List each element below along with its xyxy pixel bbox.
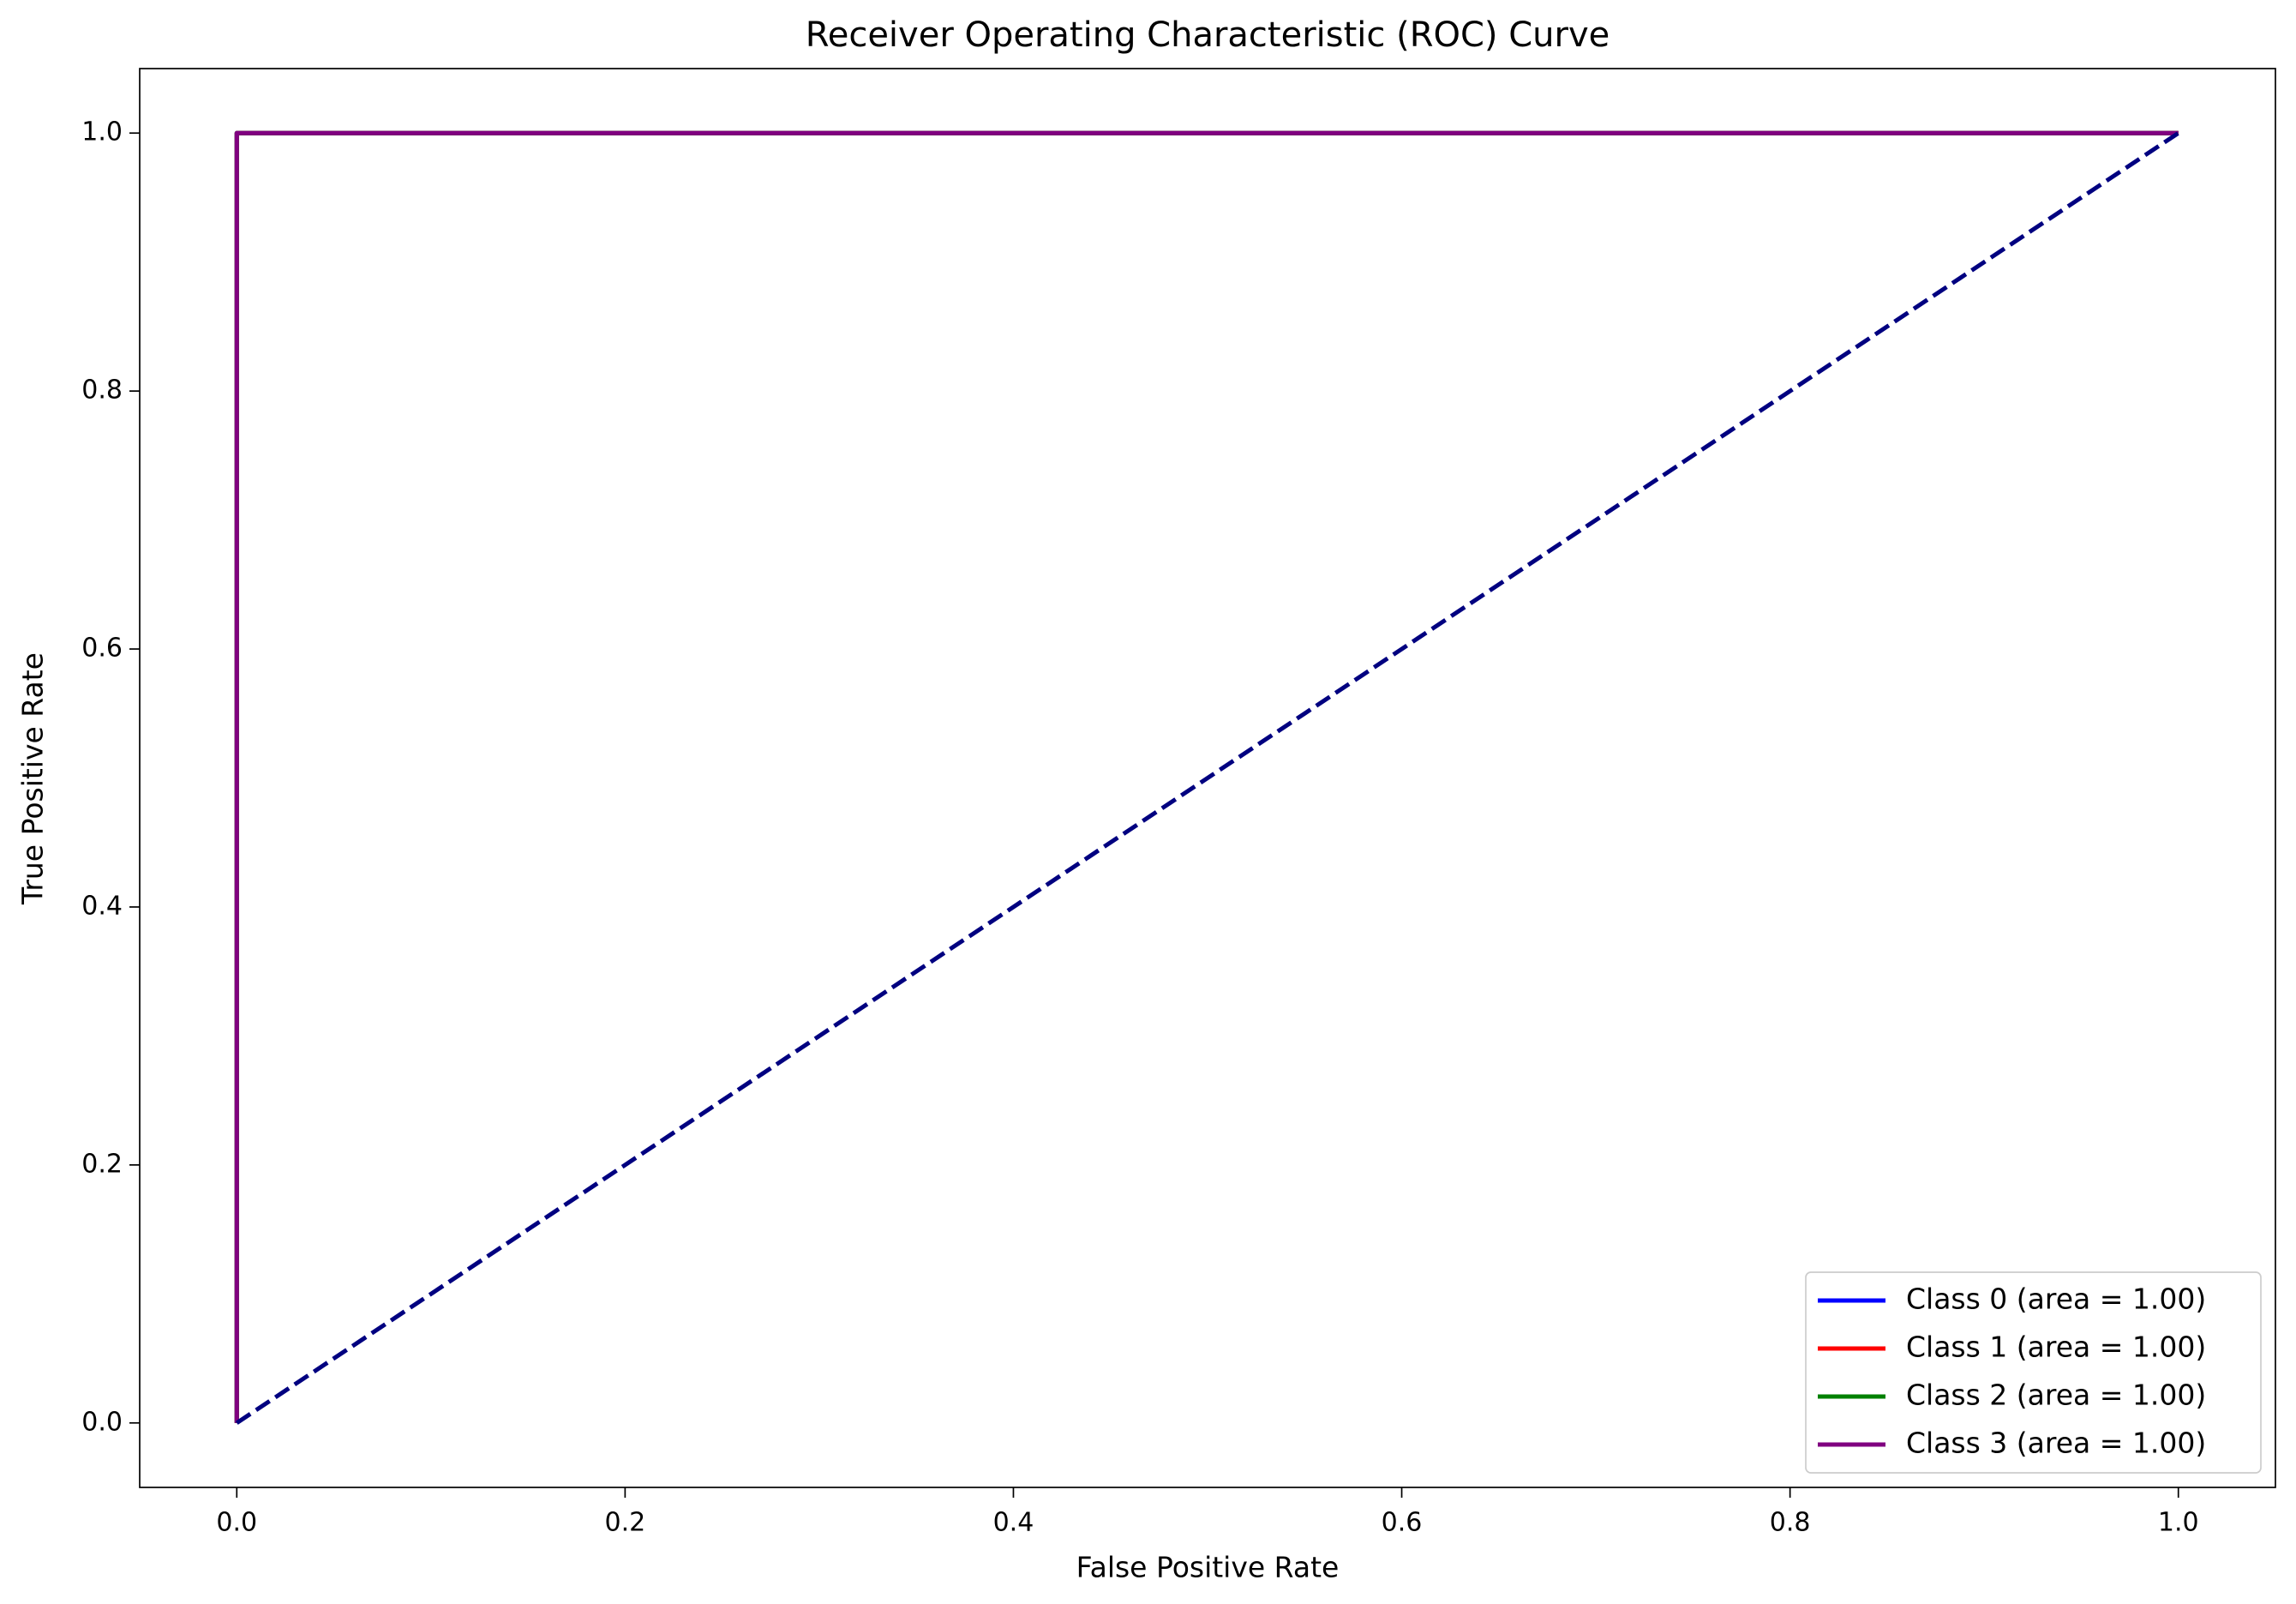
x-tick-label: 0.0 [216, 1508, 257, 1538]
x-tick-label: 0.4 [993, 1508, 1034, 1538]
y-tick-label: 0.2 [81, 1149, 123, 1179]
legend-label: Class 1 (area = 1.00) [1906, 1331, 2206, 1364]
plot-frame [139, 68, 2276, 1488]
chart-title: Receiver Operating Characteristic (ROC) … [806, 15, 1610, 55]
x-tick-label: 0.8 [1770, 1508, 1811, 1538]
y-tick-label: 0.8 [81, 375, 123, 406]
legend-label: Class 0 (area = 1.00) [1906, 1283, 2206, 1316]
y-tick-label: 1.0 [81, 117, 123, 147]
y-tick-label: 0.6 [81, 634, 123, 664]
reference-line [235, 131, 2180, 1425]
y-axis-label: True Positive Rate [16, 652, 50, 905]
x-tick-label: 0.2 [605, 1508, 646, 1538]
y-tick-label: 0.4 [81, 891, 123, 921]
y-tick-label: 0.0 [81, 1407, 123, 1437]
legend-label: Class 3 (area = 1.00) [1906, 1427, 2206, 1460]
x-tick-label: 1.0 [2158, 1508, 2199, 1538]
x-axis-label: False Positive Rate [1076, 1551, 1340, 1584]
legend-label: Class 2 (area = 1.00) [1906, 1379, 2206, 1412]
legend-box [1805, 1271, 2262, 1474]
legend: Class 0 (area = 1.00) Class 1 (area = 1.0… [1805, 1271, 2262, 1474]
roc-line [234, 130, 2179, 1423]
x-tick-label: 0.6 [1382, 1508, 1423, 1538]
